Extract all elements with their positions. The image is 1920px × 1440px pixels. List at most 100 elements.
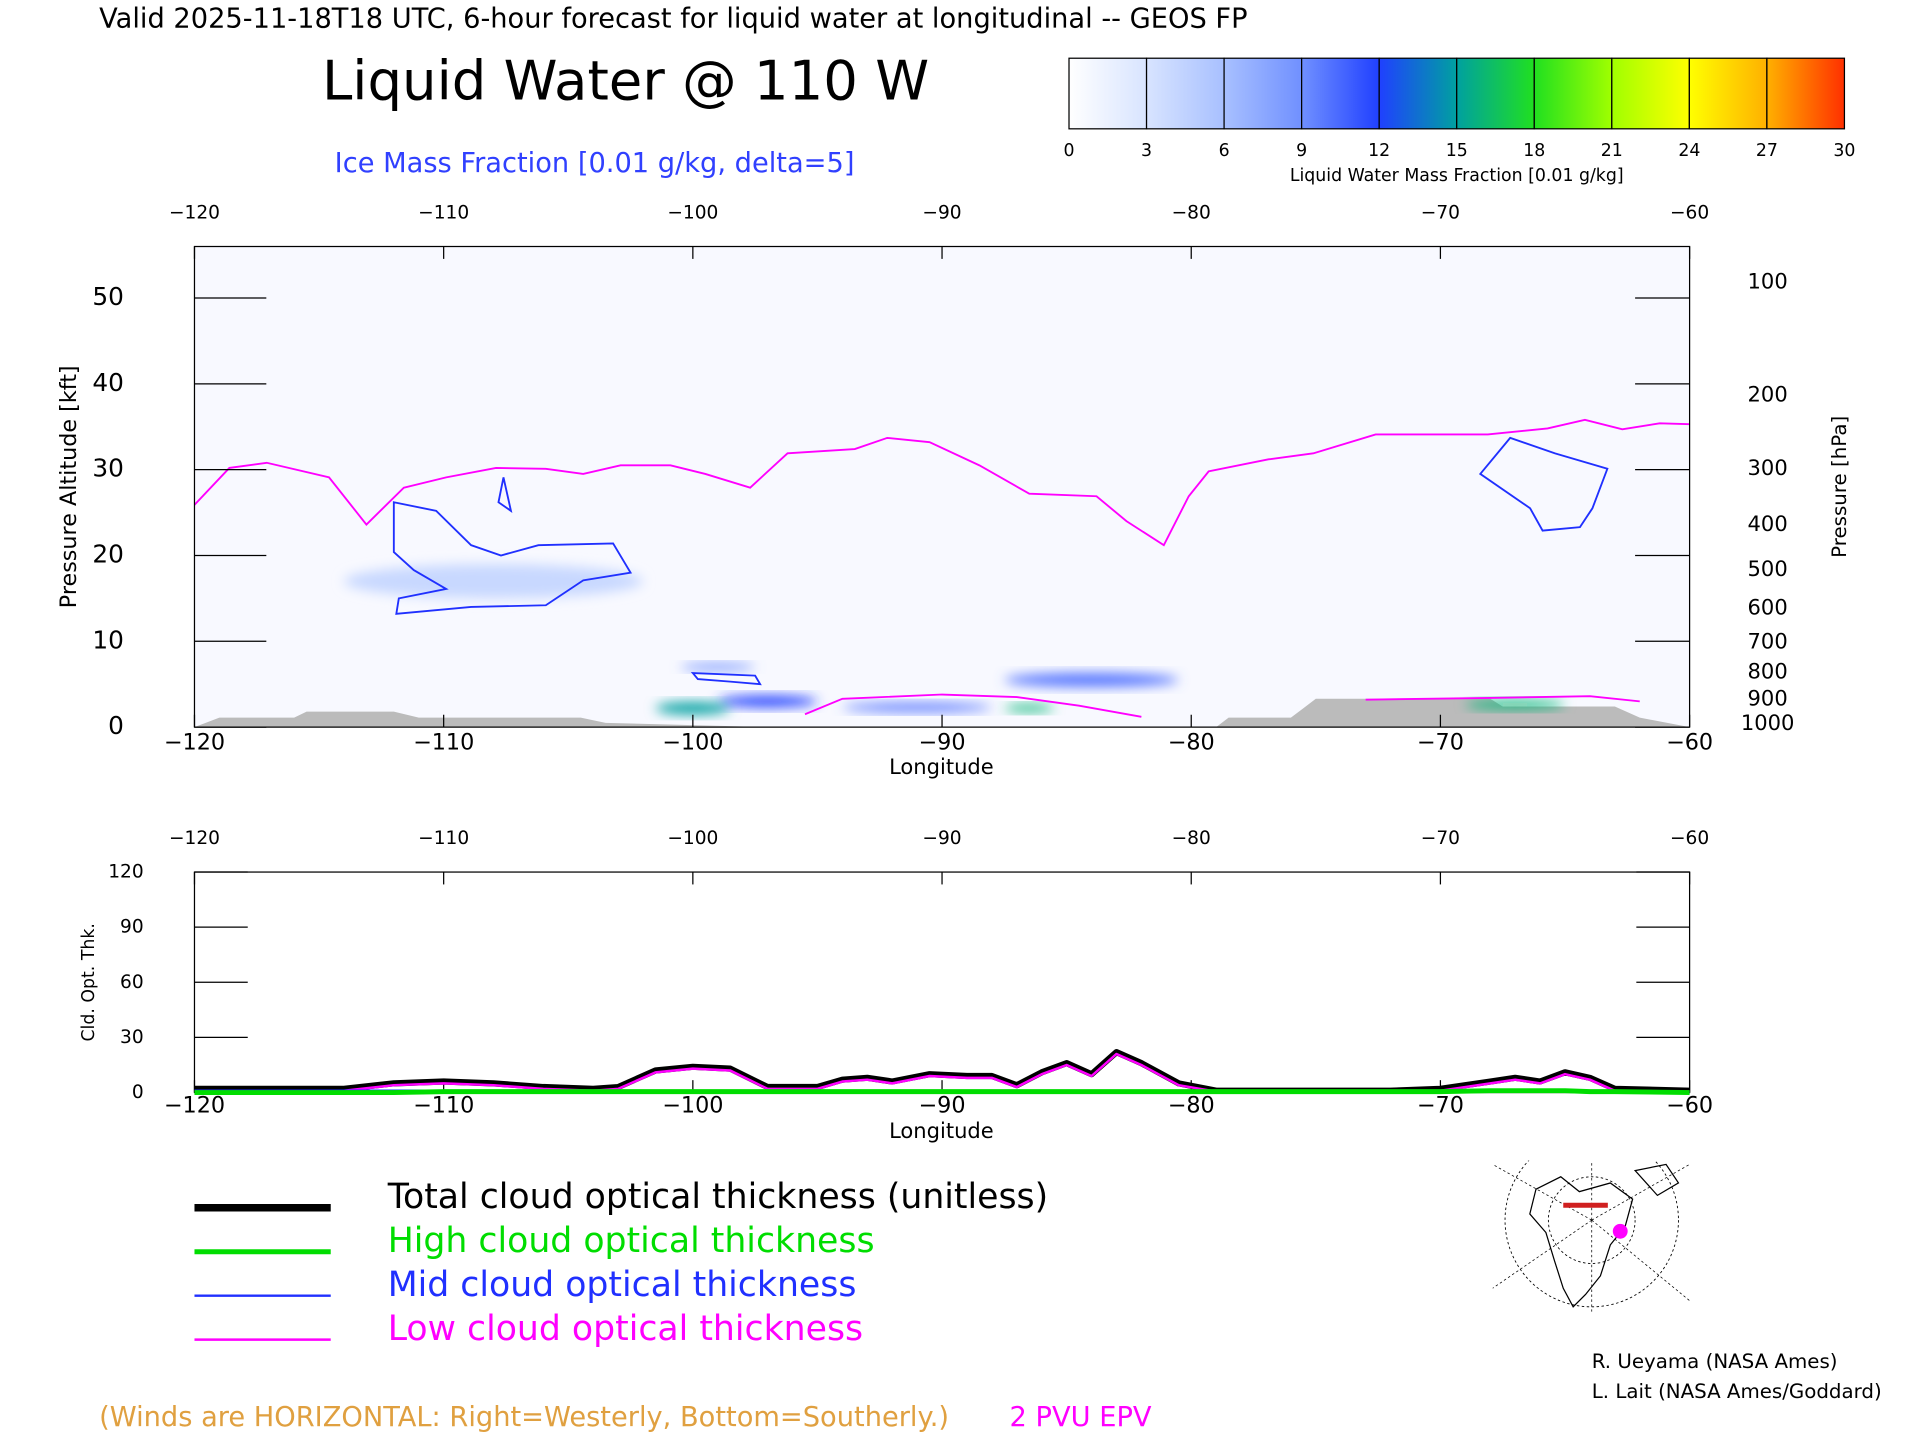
y2-axis-label: Pressure [hPa] — [1828, 416, 1851, 558]
locator-map — [1492, 1160, 1690, 1312]
valid-text: Valid 2025-11-18T18 UTC, 6-hour forecast… — [99, 3, 1247, 34]
y2-tick-label: 600 — [1748, 595, 1788, 620]
y2-tick-label: 700 — [1748, 628, 1788, 653]
colorbar-tick-label: 3 — [1141, 141, 1152, 161]
liquid-water — [1004, 704, 1055, 712]
legend-label: Total cloud optical thickness (unitless) — [387, 1177, 1048, 1217]
y-tick-label: 30 — [120, 1027, 144, 1048]
colorbar-box — [1611, 57, 1690, 130]
x-tick-label: −110 — [413, 1093, 474, 1119]
x-axis-label: Longitude — [889, 754, 994, 779]
series-line — [194, 1049, 1690, 1094]
colorbar-tick-label: 6 — [1219, 141, 1230, 161]
x-tick-label-top: −100 — [667, 828, 718, 849]
x-tick-label-top: −90 — [922, 203, 961, 224]
colorbar-box — [1533, 57, 1613, 130]
axes: 0 3 6 9 12 15 18 21 24 27 30 −120 −120 −110 −110 −100 −1… — [56, 57, 1855, 1349]
x-tick-label: −70 — [1417, 1093, 1464, 1119]
y-tick-label: 40 — [92, 368, 124, 397]
credit: R. Ueyama (NASA Ames) — [1592, 1350, 1838, 1373]
terrain — [194, 698, 1690, 728]
y-tick-label: 10 — [92, 625, 124, 654]
cross-section-layer — [194, 418, 1690, 728]
x-tick-label: −120 — [164, 1093, 225, 1119]
x-tick-label: −70 — [1417, 730, 1464, 756]
x-tick-label: −80 — [1168, 1093, 1215, 1119]
colorbar-box — [1068, 57, 1148, 130]
y-axis-label: Cld. Opt. Thk. — [79, 923, 99, 1042]
title: Liquid Water @ 110 W — [322, 48, 929, 112]
pvu-line — [194, 418, 1690, 718]
y-tick-label: 0 — [132, 1082, 144, 1103]
x-tick-label: −90 — [919, 1093, 966, 1119]
y2-tick-label: 900 — [1748, 685, 1788, 710]
liquid-water — [343, 564, 644, 599]
colorbar-box — [1145, 57, 1225, 130]
colorbar-tick-label: 9 — [1296, 141, 1307, 161]
colorbar-tick-label: 27 — [1756, 141, 1778, 161]
x-tick-label-top: −120 — [169, 203, 220, 224]
liquid-water — [717, 695, 818, 707]
x-tick-label-top: −90 — [922, 828, 961, 849]
y2-tick-label: 400 — [1748, 511, 1788, 536]
y-tick-label: 120 — [108, 862, 143, 883]
y2-tick-label: 500 — [1748, 556, 1788, 581]
x-tick-label-top: −70 — [1421, 203, 1460, 224]
y-tick-label: 20 — [92, 539, 124, 568]
x-tick-label: −60 — [1666, 730, 1713, 756]
y2-tick-label: 800 — [1748, 658, 1788, 683]
colorbar-label: Liquid Water Mass Fraction [0.01 g/kg] — [1290, 166, 1624, 186]
x-tick-label-top: −80 — [1172, 203, 1211, 224]
wind-note: (Winds are HORIZONTAL: Right=Westerly, B… — [99, 1402, 949, 1433]
x-tick-label-top: −110 — [418, 828, 469, 849]
y-tick-label: 90 — [120, 917, 144, 938]
x-axis-label: Longitude — [889, 1118, 994, 1143]
colorbar-tick-label: 24 — [1678, 141, 1700, 161]
y-tick-label: 60 — [120, 972, 144, 993]
colorbar-tick-label: 15 — [1446, 141, 1468, 161]
legend-label: Low cloud optical thickness — [388, 1309, 863, 1349]
y-tick-label: 30 — [92, 454, 124, 483]
x-tick-label: −90 — [919, 730, 966, 756]
y2-tick-label: 1000 — [1741, 710, 1795, 735]
colorbar-tick-label: 30 — [1833, 141, 1855, 161]
liquid-water — [842, 703, 992, 712]
colorbar-tick-label: 0 — [1063, 141, 1074, 161]
liquid-water — [1465, 700, 1566, 710]
plot-frame — [193, 871, 1691, 1094]
y-tick-label: 50 — [92, 282, 124, 311]
pvu-legend: 2 PVU EPV — [1010, 1402, 1152, 1433]
x-tick-label-top: −80 — [1172, 828, 1211, 849]
x-tick-label: −60 — [1666, 1093, 1713, 1119]
liquid-water — [655, 702, 731, 715]
y2-tick-label: 200 — [1748, 382, 1788, 407]
plot-background — [194, 246, 1690, 728]
x-tick-label: −80 — [1168, 730, 1215, 756]
ice-contour — [392, 501, 633, 615]
x-tick-label-top: −110 — [418, 203, 469, 224]
y-tick-label: 0 — [108, 711, 124, 740]
legend-label: Mid cloud optical thickness — [388, 1265, 857, 1305]
colorbar-box — [1223, 57, 1303, 130]
colorbar-tick-label: 18 — [1523, 141, 1545, 161]
credit: L. Lait (NASA Ames/Goddard) — [1592, 1380, 1882, 1403]
x-tick-label: −100 — [662, 730, 723, 756]
colorbar-box — [1688, 57, 1768, 130]
colorbar-box — [1766, 57, 1846, 130]
x-tick-label-top: −120 — [169, 828, 220, 849]
legend-label: High cloud optical thickness — [388, 1221, 875, 1261]
y-axis-label: Pressure Altitude [kft] — [56, 365, 82, 608]
x-tick-label-top: −100 — [667, 203, 718, 224]
colorbar-tick-label: 12 — [1368, 141, 1390, 161]
colorbar-box — [1456, 57, 1535, 130]
series-line — [194, 1088, 1690, 1096]
x-tick-label-top: −70 — [1421, 828, 1460, 849]
x-tick-label: −100 — [662, 1093, 723, 1119]
ice-contour — [1478, 436, 1609, 532]
ice-contour — [690, 672, 762, 686]
x-tick-label-top: −60 — [1670, 203, 1709, 224]
colorbar-box — [1378, 57, 1458, 130]
x-tick-label: −120 — [164, 730, 225, 756]
y2-tick-label: 100 — [1748, 268, 1788, 293]
